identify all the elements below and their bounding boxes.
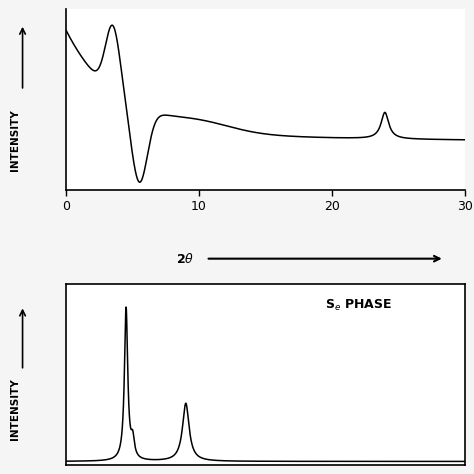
Text: 2$\theta$: 2$\theta$	[176, 252, 194, 265]
Text: INTENSITY: INTENSITY	[9, 109, 19, 171]
Text: (a): (a)	[256, 295, 275, 309]
Text: INTENSITY: INTENSITY	[9, 378, 19, 439]
Text: S$_e$ PHASE: S$_e$ PHASE	[325, 299, 392, 313]
